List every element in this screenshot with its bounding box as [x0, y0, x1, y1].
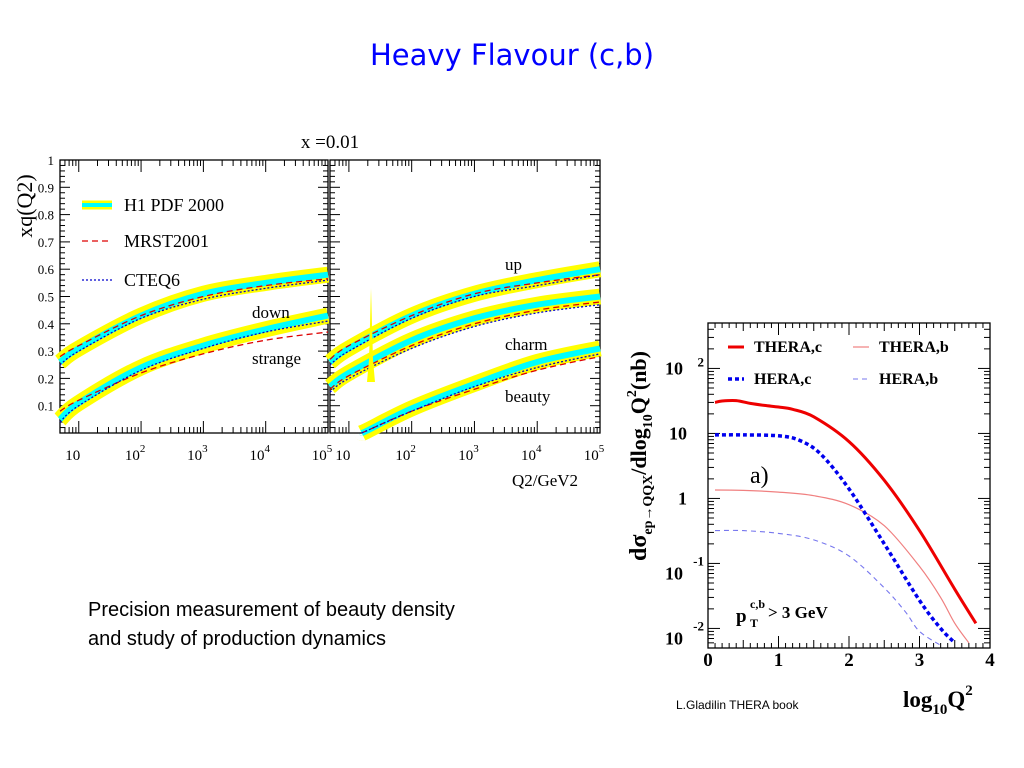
- pdf-curve-strange: [54, 307, 330, 426]
- pdf-x-tick-label: 102: [395, 443, 416, 464]
- mrst-line: [329, 301, 601, 390]
- h1-band-inner: [358, 345, 601, 437]
- pdf-y-tick-label: 0.4: [38, 317, 55, 332]
- curve-label-up: up: [505, 255, 522, 274]
- pdf-x-tick-label: 10: [65, 448, 80, 464]
- sigma-y-axis-label: dσep→QQX/dlog10Q2(nb): [625, 351, 656, 561]
- pdf-x-tick-label: 102: [125, 443, 146, 464]
- h1-band-inner: [328, 293, 601, 390]
- sigma-y-tick-exponent: -1: [693, 553, 704, 568]
- h1-band-inner: [57, 312, 329, 422]
- pdf-x-tick-label: 105: [312, 443, 333, 464]
- curve-label-strange: strange: [252, 349, 301, 368]
- curve-label-beauty: beauty: [505, 387, 551, 406]
- mrst-line: [59, 331, 329, 412]
- pdf-x-tick-label: 105: [584, 443, 605, 464]
- pdf-x-tick-label: 104: [521, 443, 542, 464]
- pdf-x-tick-label: 103: [458, 443, 479, 464]
- sigma-x-tick-label: 3: [915, 650, 925, 671]
- pdf-y-tick-label: 0.1: [38, 399, 54, 414]
- pdf-x-tick-label: 10: [335, 448, 350, 464]
- pdf-y-tick-label: 0.7: [38, 235, 55, 250]
- caption-line-1: Precision measurement of beauty density: [88, 599, 455, 621]
- h1-band-inner: [328, 266, 601, 365]
- legend-entry: MRST2001: [124, 231, 209, 251]
- panel-label: a): [750, 463, 769, 489]
- sigma-x-tick-label: 4: [985, 650, 995, 671]
- pdf-curve-up: [324, 261, 602, 369]
- pdf-curve-beauty: [353, 340, 602, 442]
- annotation-sub: T: [750, 616, 758, 630]
- pdf-panel-left: 10 102 103 104 105: [54, 159, 333, 464]
- pdf-y-tick-label: 0.9: [38, 180, 54, 195]
- caption: Precision measurement of beauty density …: [88, 596, 588, 654]
- pdf-y-tick-label: 0.2: [38, 371, 54, 386]
- cteq-line: [329, 274, 601, 366]
- pdf-x-tick-label: 104: [249, 443, 270, 464]
- legend-entry: THERA,b: [879, 339, 949, 356]
- sigma-y-tick-label: 10: [665, 628, 683, 648]
- legend-entry: H1 PDF 2000: [124, 195, 224, 215]
- h1-band-inner: [58, 271, 329, 365]
- slide-title: Heavy Flavour (c,b): [369, 38, 655, 72]
- cteq-line: [329, 304, 601, 393]
- annotation-main: p: [736, 606, 747, 627]
- pdf-y-axis-label: xq(Q2): [12, 174, 37, 238]
- sigma-y-tick-exponent: -2: [693, 618, 704, 633]
- sigma-y-tick-exponent: 2: [698, 354, 705, 369]
- mrst-line: [59, 278, 329, 358]
- series-hera-c: [714, 433, 957, 645]
- sigma-y-tick-label: 10: [669, 423, 687, 443]
- sigma-x-axis-label: log10Q2: [903, 683, 973, 718]
- pdf-y-tick-label: 1: [48, 153, 55, 168]
- pdf-x-axis-label: Q2/GeV2: [512, 471, 578, 490]
- sigma-x-tick-label: 1: [774, 650, 784, 671]
- sigma-y-tick-label: 10: [665, 563, 683, 583]
- cteq-line: [361, 353, 601, 434]
- series-thera-c: [714, 398, 978, 625]
- pdf-y-tick-label: 0.6: [38, 262, 55, 277]
- legend-entry: THERA,c: [754, 339, 822, 356]
- pdf-chart-title: x =0.01: [301, 132, 359, 153]
- band-artifact: [367, 288, 375, 382]
- sigma-x-tick-label: 2: [844, 650, 854, 671]
- curve-label-down: down: [252, 303, 290, 322]
- pt-cut-annotation: pc,b T > 3 GeV: [736, 597, 828, 630]
- pdf-curve-down: [54, 266, 329, 369]
- cteq-line: [59, 320, 329, 423]
- sigma-y-tick-label: 10: [665, 358, 683, 378]
- sigma-x-tick-label: 0: [703, 650, 713, 671]
- pdf-y-tick-label: 0.8: [38, 208, 54, 223]
- credit: L.Gladilin THERA book: [676, 698, 799, 712]
- series-hera-b: [714, 529, 941, 646]
- legend-entry: HERA,b: [879, 371, 938, 388]
- legend-entry: HERA,c: [754, 371, 811, 388]
- caption-line-2: and study of production dynamics: [88, 628, 386, 650]
- mrst-line: [329, 274, 601, 360]
- sigma-y-tick-label: 1: [678, 488, 687, 508]
- curve-label-charm: charm: [505, 335, 547, 354]
- pdf-x-tick-label: 103: [187, 443, 208, 464]
- pdf-panel-right: 10 102 103 104 105: [324, 159, 605, 464]
- pdf-y-tick-label: 0.3: [38, 344, 54, 359]
- pdf-y-tick-label: 0.5: [38, 290, 54, 305]
- annotation-sup: c,b: [750, 597, 765, 611]
- annotation-rest: > 3 GeV: [768, 603, 828, 622]
- pdf-curve-charm: [324, 288, 602, 394]
- sigma-legend: THERA,c THERA,b HERA,c HERA,b: [728, 339, 949, 388]
- mrst-line: [361, 355, 601, 434]
- cteq-line: [59, 279, 329, 366]
- pdf-legend: H1 PDF 2000 MRST2001 CTEQ6: [82, 195, 224, 290]
- legend-entry: CTEQ6: [124, 270, 180, 290]
